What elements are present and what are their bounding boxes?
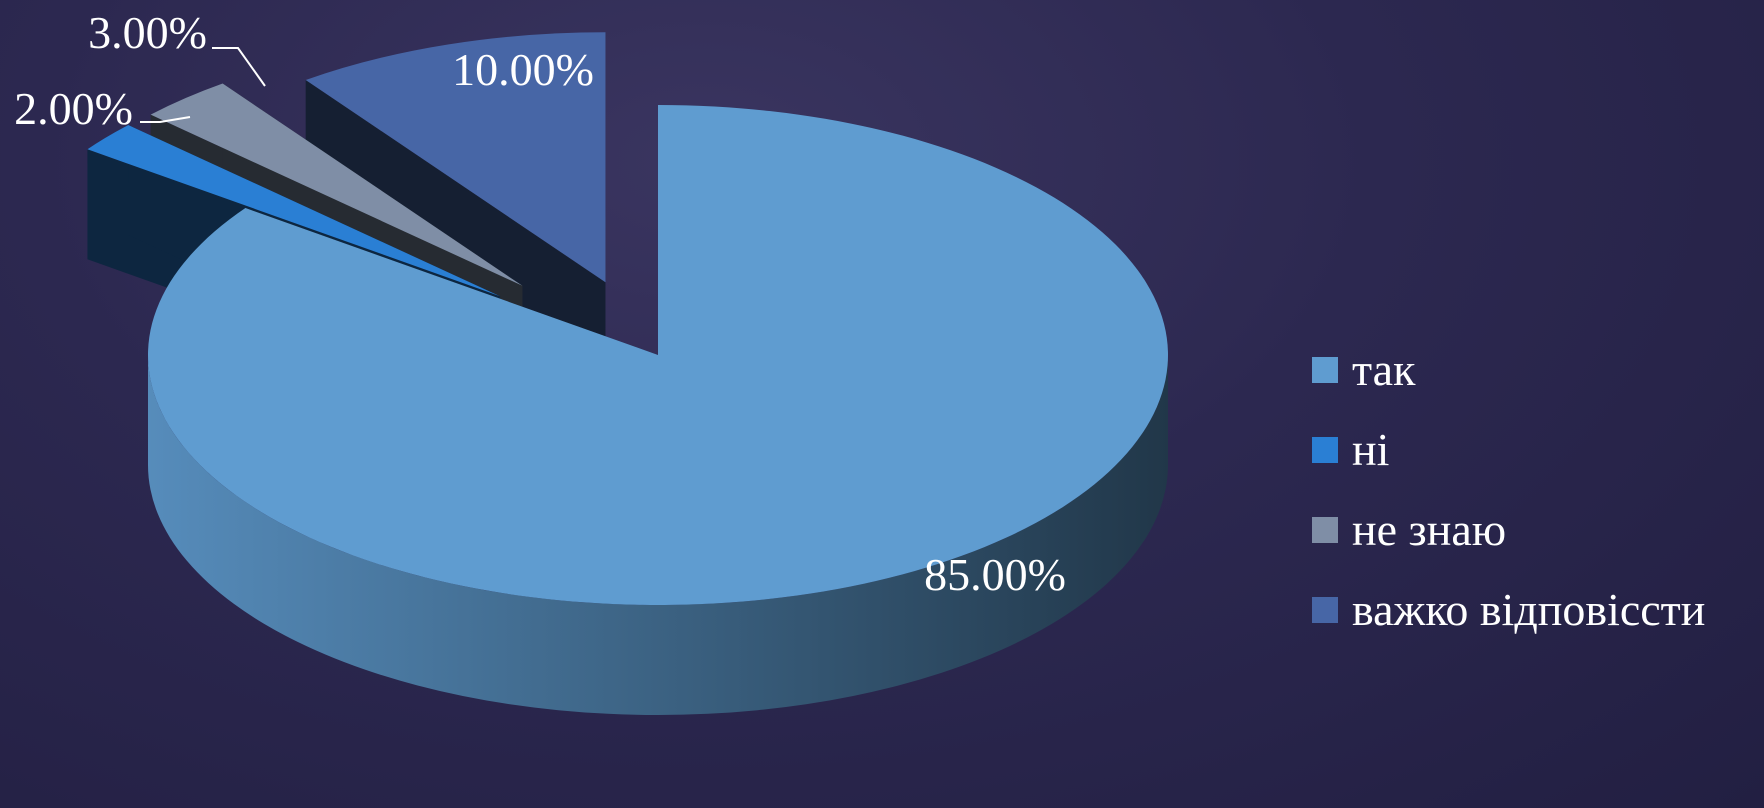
pie-slice-2-top <box>150 83 523 286</box>
pie-slice-0 <box>148 105 1169 715</box>
data-label-2: 3.00% <box>88 7 207 58</box>
legend-item-ne-znayu: не знаю <box>1312 490 1705 570</box>
legend-item-vazhko: важко відповісcти <box>1312 570 1705 650</box>
pie-slice-0-rim <box>148 355 1168 715</box>
legend-label-tak: так <box>1352 344 1416 395</box>
leader-line-2 <box>212 47 266 87</box>
legend-label-ni: ні <box>1352 424 1390 475</box>
leader-line-1 <box>140 116 191 123</box>
data-label-3: 10.00% <box>452 44 594 95</box>
legend-swatch-ne-znayu <box>1312 517 1338 543</box>
legend-swatch-vazhko <box>1312 597 1338 623</box>
data-label-1: 2.00% <box>14 83 133 134</box>
chart-legend: так ні не знаю важко відповісcти <box>1312 330 1705 650</box>
legend-item-tak: так <box>1312 330 1705 410</box>
legend-swatch-tak <box>1312 357 1338 383</box>
pie-slice-3-top <box>305 32 606 283</box>
legend-label-ne-znayu: не знаю <box>1352 504 1507 555</box>
data-label-0: 85.00% <box>924 549 1066 600</box>
legend-label-vazhko: важко відповісcти <box>1352 584 1706 635</box>
pie-slice-1-top <box>87 125 501 297</box>
legend-swatch-ni <box>1312 437 1338 463</box>
legend-item-ni: ні <box>1312 410 1705 490</box>
pie-slice-0-top <box>148 105 1169 605</box>
